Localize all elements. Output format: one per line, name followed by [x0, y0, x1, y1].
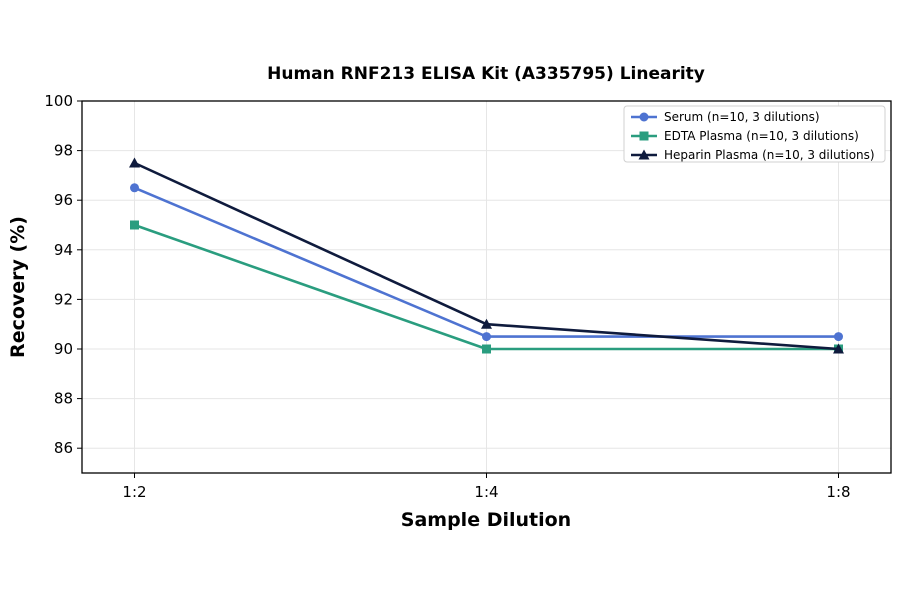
series-1 — [130, 183, 843, 342]
y-tick-label: 86 — [54, 439, 73, 457]
legend-swatch-marker — [639, 131, 649, 141]
legend: Serum (n=10, 3 dilutions) EDTA Plasma (n=… — [623, 105, 886, 163]
x-tick-label: 1:2 — [122, 483, 146, 501]
y-tick-label: 100 — [44, 92, 73, 110]
legend-swatch-marker — [638, 149, 650, 160]
x-tick-label: 1:8 — [826, 483, 850, 501]
data-point — [482, 332, 491, 342]
x-axis-label: Sample Dilution — [401, 509, 571, 531]
data-point — [130, 183, 139, 193]
y-axis-label: Recovery (%) — [7, 216, 29, 358]
data-point — [482, 344, 491, 354]
data-point — [833, 343, 844, 354]
y-tick-label: 98 — [54, 142, 73, 160]
data-point — [481, 318, 492, 329]
x-tick-label: 1:4 — [474, 483, 498, 501]
chart-title: Human RNF213 ELISA Kit (A335795) Lineari… — [267, 64, 705, 84]
series-3 — [129, 157, 844, 354]
legend-entry: Serum (n=10, 3 dilutions) — [631, 110, 820, 124]
data-point — [130, 220, 139, 230]
y-tick-label: 96 — [54, 191, 73, 209]
data-point — [834, 332, 843, 342]
legend-swatch-marker — [639, 112, 649, 122]
ticks: 86 88 90 92 94 96 98 100 1:2 1:4 1:8 — [44, 92, 850, 501]
legend-label: EDTA Plasma (n=10, 3 dilutions) — [664, 129, 859, 143]
legend-entry: Heparin Plasma (n=10, 3 dilutions) — [631, 148, 875, 162]
y-tick-label: 94 — [54, 241, 73, 259]
legend-label: Heparin Plasma (n=10, 3 dilutions) — [664, 148, 875, 162]
y-tick-label: 90 — [54, 340, 73, 358]
y-tick-label: 88 — [54, 390, 73, 408]
series-layer — [129, 157, 844, 354]
data-point — [129, 157, 140, 168]
legend-entry: EDTA Plasma (n=10, 3 dilutions) — [631, 129, 859, 143]
legend-box — [623, 105, 886, 163]
legend-label: Serum (n=10, 3 dilutions) — [664, 110, 820, 124]
y-tick-label: 92 — [54, 290, 73, 308]
